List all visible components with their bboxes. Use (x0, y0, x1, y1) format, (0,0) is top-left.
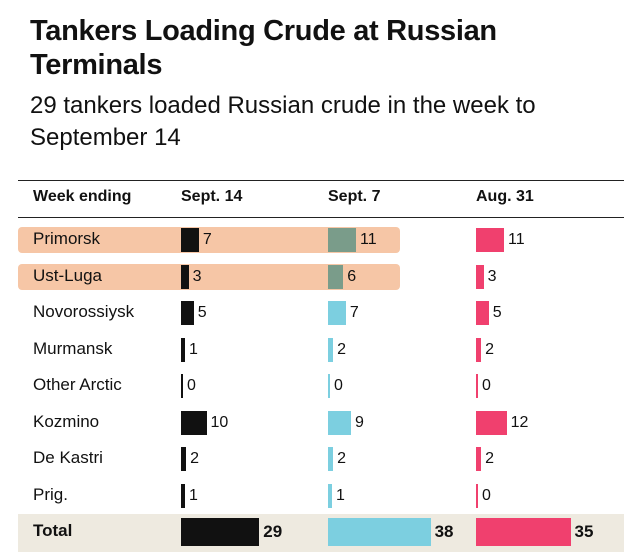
bar-primorsk-sept-14 (181, 228, 199, 252)
row-header: Week ending (33, 188, 132, 205)
value-ust-luga-sept-14: 3 (192, 267, 202, 285)
bar-other-arctic-aug-31 (476, 374, 478, 398)
bar-murmansk-sept-14 (181, 337, 185, 362)
value-novorossiysk-aug-31: 5 (492, 304, 502, 321)
row-label-murmansk: Murmansk (33, 338, 113, 358)
value-primorsk-aug-31: 11 (508, 231, 525, 248)
row-label-novorossiysk: Novorossiysk (33, 302, 135, 321)
row-label-total: Total (33, 521, 73, 540)
value-ust-luga-aug-31: 3 (487, 267, 497, 285)
bar-ust-luga-sept-14 (181, 264, 189, 289)
value-primorsk-sept-7: 11 (360, 231, 377, 248)
row-label-kozmino: Kozmino (33, 411, 100, 431)
chart-title: Tankers Loading Crude at Russian Termina… (30, 15, 497, 81)
total-bar-sept-7 (328, 518, 431, 546)
value-other-arctic-sept-7: 0 (334, 377, 343, 394)
row-label-other-arctic: Other Arctic (33, 375, 122, 394)
row-label-ust-luga: Ust-Luga (33, 265, 102, 285)
bar-other-arctic-sept-14 (181, 374, 183, 398)
value-novorossiysk-sept-14: 5 (197, 304, 207, 321)
bar-ust-luga-sept-7 (328, 264, 344, 289)
bar-kozmino-sept-14 (181, 410, 207, 435)
value-de-kastri-aug-31: 2 (485, 450, 494, 467)
bar-novorossiysk-aug-31 (476, 301, 489, 325)
value-prig-sept-14: 1 (189, 486, 198, 504)
bar-primorsk-sept-7 (328, 228, 357, 252)
bar-de-kastri-aug-31 (476, 447, 482, 471)
total-value-aug-31: 35 (574, 522, 594, 541)
total-value-sept-14: 29 (263, 522, 283, 541)
bar-prig-aug-31 (476, 483, 478, 508)
top-rule (18, 180, 624, 181)
value-de-kastri-sept-7: 2 (337, 450, 346, 467)
value-murmansk-sept-7: 2 (337, 340, 346, 358)
bar-murmansk-sept-7 (328, 337, 334, 362)
bar-novorossiysk-sept-14 (181, 301, 194, 325)
value-novorossiysk-sept-7: 7 (349, 304, 359, 321)
total-bar-aug-31 (476, 518, 571, 546)
row-label-primorsk: Primorsk (33, 229, 101, 248)
bar-primorsk-aug-31 (476, 228, 505, 252)
value-de-kastri-sept-14: 2 (190, 450, 199, 467)
total-value-sept-7: 38 (434, 522, 454, 541)
value-primorsk-sept-14: 7 (202, 231, 212, 248)
row-label-de-kastri: De Kastri (33, 448, 103, 467)
bar-kozmino-aug-31 (476, 410, 507, 435)
value-ust-luga-sept-7: 6 (347, 267, 357, 285)
bar-de-kastri-sept-14 (181, 447, 187, 471)
value-kozmino-sept-7: 9 (354, 413, 364, 431)
header-rule (18, 217, 624, 218)
total-bar-sept-14 (181, 518, 260, 546)
column-header-sept-14: Sept. 14 (181, 188, 243, 205)
bar-other-arctic-sept-7 (328, 374, 330, 398)
value-prig-aug-31: 0 (482, 486, 491, 504)
column-header-aug-31: Aug. 31 (476, 188, 534, 205)
bar-prig-sept-7 (328, 483, 332, 508)
bar-de-kastri-sept-7 (328, 447, 334, 471)
value-kozmino-sept-14: 10 (210, 413, 229, 431)
value-kozmino-aug-31: 12 (510, 413, 529, 431)
value-murmansk-aug-31: 2 (485, 340, 494, 358)
chart-subtitle: 29 tankers loaded Russian crude in the w… (30, 92, 536, 151)
value-murmansk-sept-14: 1 (189, 340, 198, 358)
value-prig-sept-7: 1 (336, 486, 345, 504)
bar-novorossiysk-sept-7 (328, 301, 346, 325)
column-header-sept-7: Sept. 7 (328, 188, 381, 205)
bar-prig-sept-14 (181, 483, 185, 508)
value-other-arctic-aug-31: 0 (482, 377, 491, 394)
row-label-prig: Prig. (33, 484, 68, 504)
value-other-arctic-sept-14: 0 (187, 377, 196, 394)
bar-ust-luga-aug-31 (476, 264, 484, 289)
bar-murmansk-aug-31 (476, 337, 482, 362)
bar-kozmino-sept-7 (328, 410, 351, 435)
